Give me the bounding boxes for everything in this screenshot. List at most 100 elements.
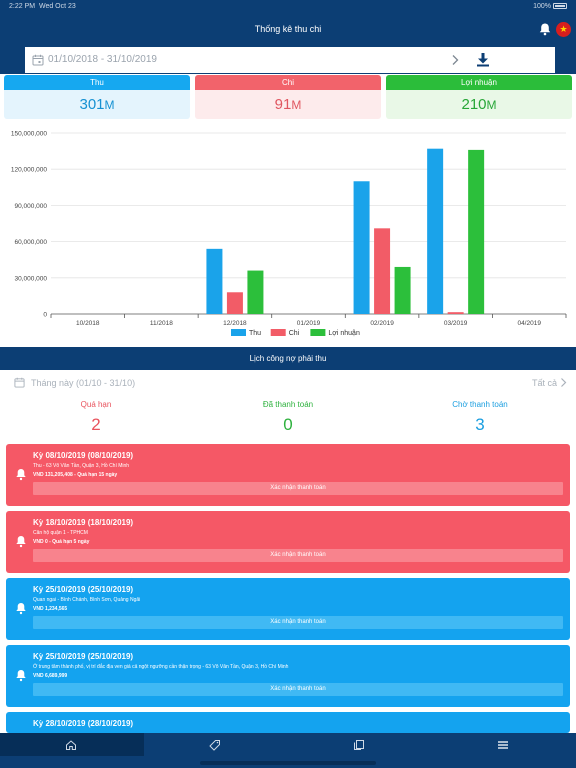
- bell-icon: [16, 603, 26, 615]
- summary-paid-label: Đã thanh toán: [262, 400, 314, 409]
- tab-menu[interactable]: [432, 733, 576, 756]
- debt-card[interactable]: Kỳ 25/10/2019 (25/10/2019) Quan ngai - B…: [6, 578, 570, 640]
- period-text: Tháng này (01/10 - 31/10): [31, 378, 136, 388]
- period-filter[interactable]: Tháng này (01/10 - 31/10) Tất cả: [0, 370, 576, 396]
- status-time: 2:22 PM Wed Oct 23: [9, 3, 76, 10]
- bar-thu: [427, 148, 444, 314]
- date-range-text: 01/10/2018 - 31/10/2019: [48, 54, 157, 65]
- bell-icon: [16, 469, 26, 481]
- bar-lợi-nhuận: [468, 149, 485, 314]
- y-tick-label: 90,000,000: [14, 203, 47, 210]
- card-amount: VND 6,689,999: [33, 673, 68, 679]
- kpi-thu-value: 301M: [79, 96, 115, 113]
- date-filter[interactable]: 01/10/2018 - 31/10/2019: [25, 47, 555, 73]
- debt-card[interactable]: Kỳ 28/10/2019 (28/10/2019): [6, 712, 570, 733]
- kpi-loi-nhuan-label: Lợi nhuận: [386, 75, 572, 90]
- summary-pending-count: 3: [475, 415, 485, 434]
- tab-tag[interactable]: [144, 733, 288, 756]
- x-tick-label: 02/2019: [370, 320, 394, 327]
- bell-icon: [16, 670, 26, 682]
- y-tick-label: 60,000,000: [14, 239, 47, 246]
- vietnam-flag-icon[interactable]: ★: [556, 22, 571, 37]
- kpi-loi-nhuan: Lợi nhuận 210M: [386, 75, 572, 119]
- kpi-chi-label: Chi: [195, 75, 381, 90]
- date-filter-bar: 01/10/2018 - 31/10/2019: [0, 46, 576, 74]
- card-title: Kỳ 28/10/2019 (28/10/2019): [33, 719, 134, 728]
- download-icon[interactable]: [476, 52, 490, 67]
- bar-chi: [447, 312, 464, 314]
- bell-icon[interactable]: [538, 22, 552, 36]
- filter-all-text[interactable]: Tất cả: [531, 378, 557, 388]
- bar-thu: [206, 248, 223, 314]
- kpi-chi-value: 91M: [274, 96, 302, 113]
- debt-card[interactable]: Kỳ 25/10/2019 (25/10/2019) Ở trung tâm t…: [6, 645, 570, 707]
- x-tick-label: 11/2018: [150, 320, 173, 327]
- kpi-thu-label: Thu: [4, 75, 190, 90]
- summary-overdue-label: Quá hạn: [80, 400, 112, 409]
- y-tick-label: 120,000,000: [11, 167, 48, 174]
- debt-section-title: Lịch công nợ phải thu: [0, 347, 576, 370]
- bar-chi: [226, 292, 243, 314]
- card-title: Kỳ 18/10/2019 (18/10/2019): [33, 518, 134, 527]
- card-address: Thu - 63 Võ Văn Tần, Quận 3, Hồ Chí Minh: [33, 463, 130, 469]
- card-address: Quan ngai - Bình Chánh, Bình Sơn, Quảng …: [33, 597, 141, 603]
- legend-swatch: [270, 329, 286, 336]
- confirm-payment-button[interactable]: Xác nhận thanh toán: [33, 549, 563, 562]
- legend-label: Lợi nhuận: [328, 330, 360, 337]
- confirm-payment-button[interactable]: Xác nhận thanh toán: [33, 616, 563, 629]
- card-amount: VND 1,234,565: [33, 606, 68, 612]
- x-tick-label: 04/2019: [517, 320, 541, 327]
- bar-chart: 0 30,000,000 60,000,000 90,000,000 120,000,0…: [11, 131, 567, 337]
- chevron-right-icon[interactable]: [560, 377, 567, 388]
- kpi-chi: Chi 91M: [195, 75, 381, 119]
- battery-icon: [553, 3, 567, 10]
- menu-icon: [498, 741, 508, 749]
- tag-icon: [209, 740, 220, 751]
- legend-swatch: [310, 329, 326, 336]
- card-amount: VND 0 - Quá hạn 5 ngày: [33, 539, 90, 545]
- home-icon: [66, 740, 76, 750]
- x-tick-label: 10/2018: [76, 320, 100, 327]
- tab-copy[interactable]: [288, 733, 432, 756]
- summary-overdue[interactable]: Quá hạn 2: [0, 400, 192, 435]
- card-title: Kỳ 25/10/2019 (25/10/2019): [33, 585, 134, 594]
- legend-label: Chi: [289, 330, 300, 337]
- summary-pending-label: Chờ thanh toán: [452, 400, 508, 409]
- calendar-icon: [32, 54, 44, 66]
- card-address: Ở trung tâm thành phố, vị trí đắc địa ve…: [33, 664, 289, 670]
- card-title: Kỳ 25/10/2019 (25/10/2019): [33, 652, 134, 661]
- summary-pending[interactable]: Chờ thanh toán 3: [384, 400, 576, 435]
- bar-lợi-nhuận: [247, 270, 264, 314]
- y-tick-label: 0: [43, 312, 47, 319]
- summary-paid-count: 0: [283, 415, 293, 434]
- legend-swatch: [231, 329, 246, 336]
- bar-thu: [353, 181, 370, 314]
- summary-overdue-count: 2: [91, 415, 101, 434]
- status-bar: 2:22 PM Wed Oct 23 100%: [0, 0, 576, 13]
- confirm-payment-button[interactable]: Xác nhận thanh toán: [33, 683, 563, 696]
- home-indicator: [200, 761, 376, 765]
- x-tick-label: 01/2019: [297, 320, 321, 327]
- header: 2:22 PM Wed Oct 23 100% Thống kê thu chi…: [0, 0, 576, 46]
- summary-paid[interactable]: Đã thanh toán 0: [192, 400, 384, 435]
- copy-icon: [354, 740, 364, 750]
- x-tick-label: 12/2018: [223, 320, 247, 327]
- card-title: Kỳ 08/10/2019 (08/10/2019): [33, 451, 134, 460]
- x-tick-label: 03/2019: [444, 320, 468, 327]
- bell-icon: [16, 536, 26, 548]
- bar-chi: [374, 228, 391, 314]
- kpi-loi-nhuan-value: 210M: [461, 96, 497, 113]
- calendar-icon: [14, 377, 25, 388]
- card-address: Căn hộ quận 1 - TPHCM: [33, 530, 88, 536]
- chevron-right-icon[interactable]: [451, 54, 459, 66]
- debt-card[interactable]: Kỳ 18/10/2019 (18/10/2019) Căn hộ quận 1…: [6, 511, 570, 573]
- bar-lợi-nhuận: [394, 266, 411, 314]
- confirm-payment-button[interactable]: Xác nhận thanh toán: [33, 482, 563, 495]
- y-tick-label: 30,000,000: [14, 275, 47, 282]
- tab-home[interactable]: [0, 733, 144, 756]
- kpi-thu: Thu 301M: [4, 75, 190, 119]
- page-title: Thống kê thu chi: [254, 24, 322, 34]
- card-amount: VND 131,205,408 - Quá hạn 15 ngày: [33, 472, 118, 478]
- y-tick-label: 150,000,000: [11, 131, 48, 138]
- debt-card[interactable]: Kỳ 08/10/2019 (08/10/2019) Thu - 63 Võ V…: [6, 444, 570, 506]
